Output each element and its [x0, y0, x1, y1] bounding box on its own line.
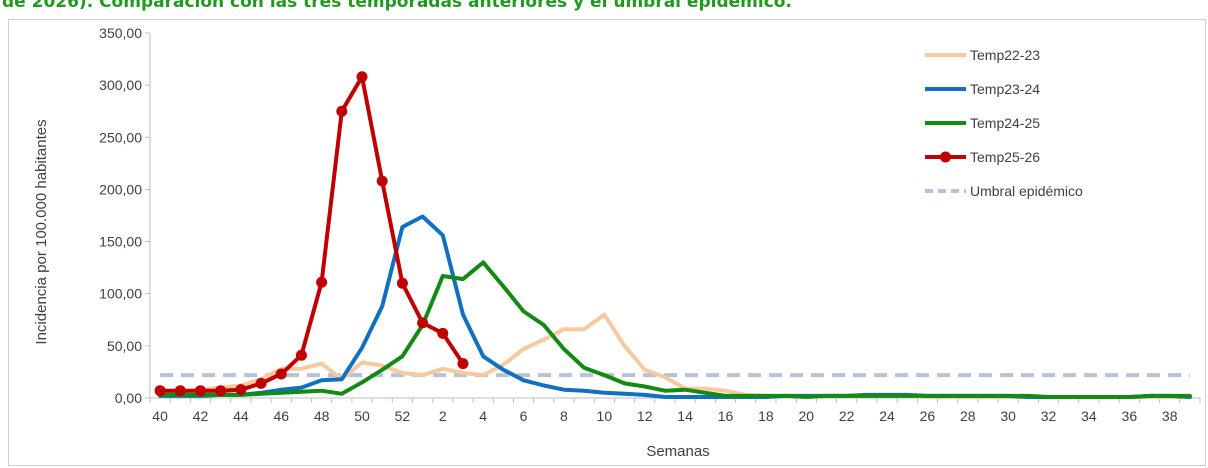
data-point-temp25-26 [396, 277, 408, 289]
x-tick-label: 4 [479, 408, 487, 424]
y-tick-label: 200,00 [99, 181, 142, 197]
chart-title: de 2026). Comparación con las tres tempo… [2, 0, 792, 12]
y-tick-label: 100,00 [99, 286, 142, 302]
x-tick-label: 16 [718, 408, 734, 424]
data-point-temp25-26 [295, 349, 307, 361]
x-tick-label: 12 [637, 408, 653, 424]
x-tick-label: 2 [439, 408, 447, 424]
x-tick-label: 52 [395, 408, 411, 424]
x-tick-label: 42 [193, 408, 209, 424]
y-tick-label: 300,00 [99, 77, 142, 93]
data-point-temp25-26 [316, 276, 328, 288]
y-tick-label: 150,00 [99, 234, 142, 250]
legend-label-temp25-26: Temp25-26 [970, 149, 1040, 165]
x-tick-label: 24 [879, 408, 895, 424]
x-tick-label: 40 [152, 408, 168, 424]
y-tick-label: 250,00 [99, 129, 142, 145]
data-point-temp25-26 [255, 377, 267, 389]
y-axis-title: Incidencia por 100.000 habitantes [33, 119, 50, 344]
x-tick-label: 22 [839, 408, 855, 424]
legend-label-temp23-24: Temp23-24 [970, 81, 1040, 97]
data-point-temp25-26 [336, 105, 348, 117]
x-tick-label: 46 [273, 408, 289, 424]
legend-label-umbral-epid-mico: Umbral epidémico [970, 183, 1083, 199]
x-tick-label: 50 [354, 408, 370, 424]
data-point-temp25-26 [194, 385, 206, 397]
x-tick-label: 48 [314, 408, 330, 424]
x-tick-label: 18 [758, 408, 774, 424]
data-point-temp25-26 [174, 385, 186, 397]
x-tick-label: 30 [1000, 408, 1016, 424]
x-tick-label: 36 [1122, 408, 1138, 424]
x-tick-label: 44 [233, 408, 249, 424]
series-line-temp25-26 [158, 74, 465, 393]
x-axis-title: Semanas [646, 443, 709, 460]
data-point-temp25-26 [275, 368, 287, 380]
x-tick-label: 10 [597, 408, 613, 424]
legend-label-temp22-23: Temp22-23 [970, 47, 1040, 63]
data-point-temp25-26 [417, 317, 429, 329]
x-tick-label: 14 [677, 408, 693, 424]
y-tick-label: 50,00 [107, 338, 142, 354]
y-tick-label: 350,00 [99, 25, 142, 41]
series-line-temp24-25 [158, 260, 1192, 399]
x-tick-label: 8 [560, 408, 568, 424]
y-tick-label: 0,00 [115, 390, 142, 406]
data-point-temp25-26 [235, 384, 247, 396]
data-point-temp25-26 [457, 358, 469, 370]
data-point-temp25-26 [154, 385, 166, 397]
legend-label-temp24-25: Temp24-25 [970, 115, 1040, 131]
legend-marker-temp25-26 [940, 151, 951, 163]
data-point-temp25-26 [437, 327, 449, 339]
data-point-temp25-26 [376, 175, 388, 187]
series-lines [154, 71, 1192, 399]
x-tick-label: 32 [1041, 408, 1057, 424]
data-point-temp25-26 [215, 385, 227, 397]
legend: Temp22-23 Temp23-24 Temp24-25 Temp25-26 Umbr… [925, 47, 1083, 199]
x-tick-label: 26 [920, 408, 936, 424]
data-point-temp25-26 [356, 71, 368, 83]
x-tick-label: 34 [1081, 408, 1097, 424]
x-tick-label: 6 [520, 408, 528, 424]
x-tick-label: 38 [1162, 408, 1178, 424]
x-tick-label: 28 [960, 408, 976, 424]
chart-area [8, 19, 1206, 466]
x-tick-label: 20 [798, 408, 814, 424]
